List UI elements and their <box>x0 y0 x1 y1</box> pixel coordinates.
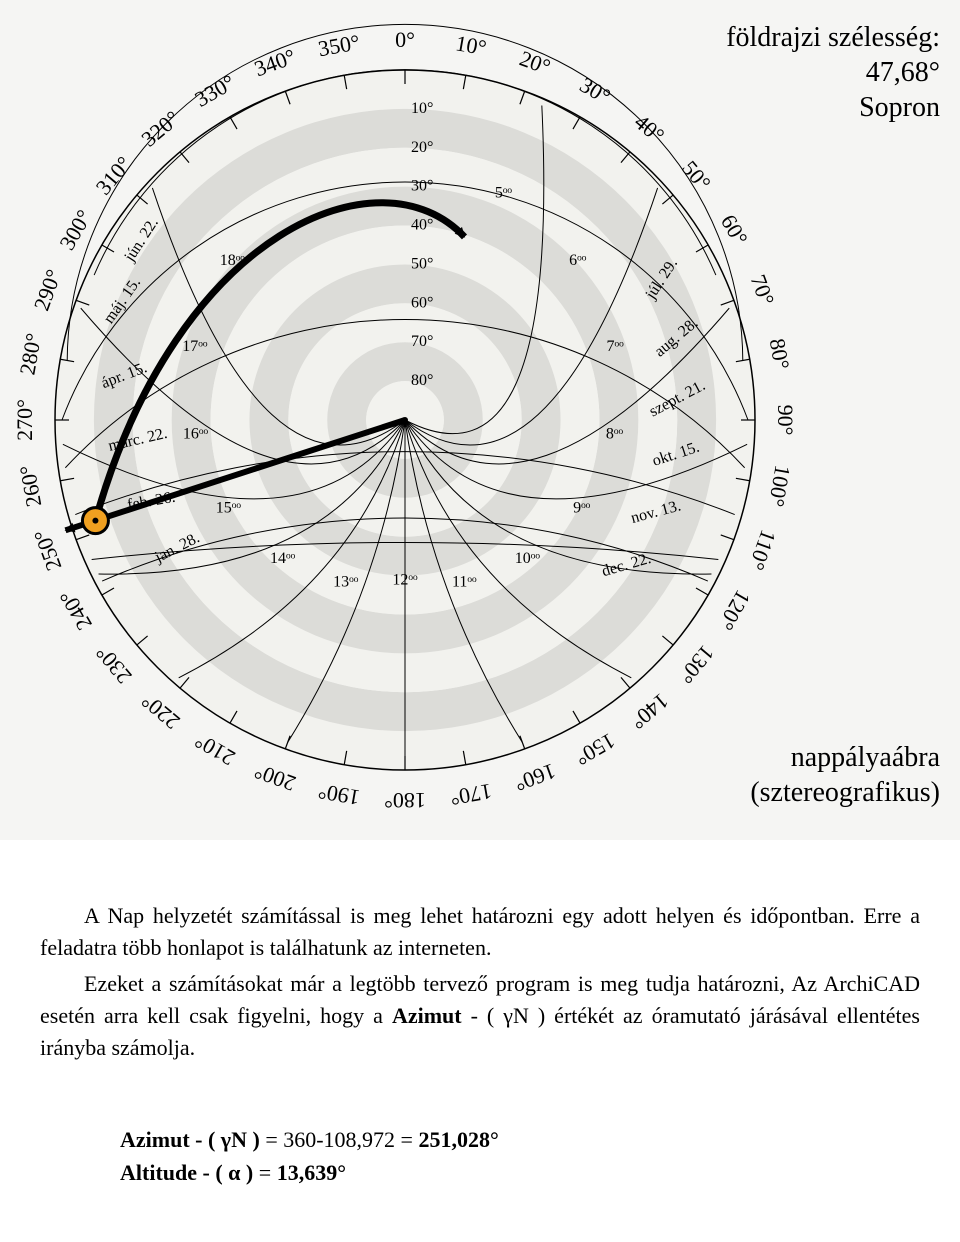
title-top: földrajzi szélesség: 47,68° Sopron <box>726 20 940 125</box>
svg-text:180°: 180° <box>384 788 426 813</box>
svg-text:40°: 40° <box>411 217 433 234</box>
svg-text:170°: 170° <box>448 779 494 811</box>
svg-text:270°: 270° <box>12 399 37 441</box>
svg-text:210°: 210° <box>190 728 239 771</box>
svg-text:5ᵒᵒ: 5ᵒᵒ <box>495 184 513 201</box>
svg-text:290°: 290° <box>29 266 67 314</box>
svg-text:30°: 30° <box>576 72 615 109</box>
svg-text:16ᵒᵒ: 16ᵒᵒ <box>183 426 209 443</box>
svg-text:7ᵒᵒ: 7ᵒᵒ <box>606 338 624 355</box>
svg-text:80°: 80° <box>765 337 795 372</box>
svg-text:70°: 70° <box>745 271 779 309</box>
svg-text:6ᵒᵒ: 6ᵒᵒ <box>569 252 587 269</box>
svg-text:140°: 140° <box>626 688 674 734</box>
result-block: Azimut - ( γN ) = 360-108,972 = 251,028°… <box>120 1123 960 1189</box>
svg-text:10°: 10° <box>411 100 433 117</box>
svg-text:11ᵒᵒ: 11ᵒᵒ <box>452 573 477 590</box>
sunpath-diagram: 0° 10° 20° 30° 40° 50° 60° 70° 80° 90° 100° 110° 120… <box>0 0 960 840</box>
svg-text:240°: 240° <box>54 586 97 635</box>
body-paragraphs: A Nap helyzetét számítással is meg lehet… <box>40 900 920 1063</box>
svg-text:220°: 220° <box>136 688 184 734</box>
svg-text:90°: 90° <box>773 405 798 436</box>
svg-text:17ᵒᵒ: 17ᵒᵒ <box>182 338 208 355</box>
svg-text:110°: 110° <box>744 527 782 574</box>
svg-text:20°: 20° <box>411 139 433 156</box>
title-latitude-label: földrajzi szélesség: <box>726 20 940 55</box>
altitude-value: 13,639° <box>277 1160 346 1185</box>
svg-text:160°: 160° <box>511 759 559 797</box>
svg-text:230°: 230° <box>91 641 137 689</box>
altitude-eq: = <box>253 1160 276 1185</box>
svg-text:200°: 200° <box>251 759 299 797</box>
svg-text:9ᵒᵒ: 9ᵒᵒ <box>573 499 591 516</box>
svg-text:50°: 50° <box>411 255 433 272</box>
svg-text:13ᵒᵒ: 13ᵒᵒ <box>333 573 359 590</box>
svg-text:12ᵒᵒ: 12ᵒᵒ <box>392 572 418 589</box>
body-p2-azimut: Azimut <box>392 1003 462 1028</box>
altitude-label: Altitude - ( α ) <box>120 1160 253 1185</box>
svg-text:280°: 280° <box>14 331 46 377</box>
svg-text:14ᵒᵒ: 14ᵒᵒ <box>270 550 296 567</box>
svg-text:50°: 50° <box>677 156 716 196</box>
svg-text:80°: 80° <box>411 372 433 389</box>
svg-text:10°: 10° <box>454 30 489 60</box>
svg-text:330°: 330° <box>190 69 239 112</box>
svg-text:190°: 190° <box>316 779 362 811</box>
svg-text:150°: 150° <box>571 728 620 771</box>
body-p1: A Nap helyzetét számítással is meg lehet… <box>40 903 920 960</box>
svg-text:250°: 250° <box>29 526 67 574</box>
azimut-value: 251,028° <box>418 1127 498 1152</box>
svg-text:0°: 0° <box>395 27 415 52</box>
svg-text:8ᵒᵒ: 8ᵒᵒ <box>606 426 624 443</box>
svg-text:340°: 340° <box>251 44 299 82</box>
svg-text:130°: 130° <box>673 641 719 689</box>
svg-text:120°: 120° <box>713 586 756 635</box>
svg-text:70°: 70° <box>411 333 433 350</box>
svg-text:10ᵒᵒ: 10ᵒᵒ <box>515 550 541 567</box>
title-latitude-value: 47,68° <box>726 55 940 90</box>
azimut-label: Azimut - ( γN ) <box>120 1127 260 1152</box>
title-bottom: nappályaábra (sztereografikus) <box>750 740 940 810</box>
azimut-eq: = 360-108,972 = <box>260 1127 419 1152</box>
svg-text:100°: 100° <box>764 463 796 509</box>
svg-text:260°: 260° <box>14 463 46 509</box>
title-location: Sopron <box>726 90 940 125</box>
title-name: nappályaábra <box>750 740 940 775</box>
svg-text:300°: 300° <box>54 205 97 254</box>
svg-text:15ᵒᵒ: 15ᵒᵒ <box>216 499 242 516</box>
svg-text:60°: 60° <box>411 294 433 311</box>
svg-text:30°: 30° <box>411 178 433 195</box>
title-projection: (sztereografikus) <box>750 775 940 810</box>
